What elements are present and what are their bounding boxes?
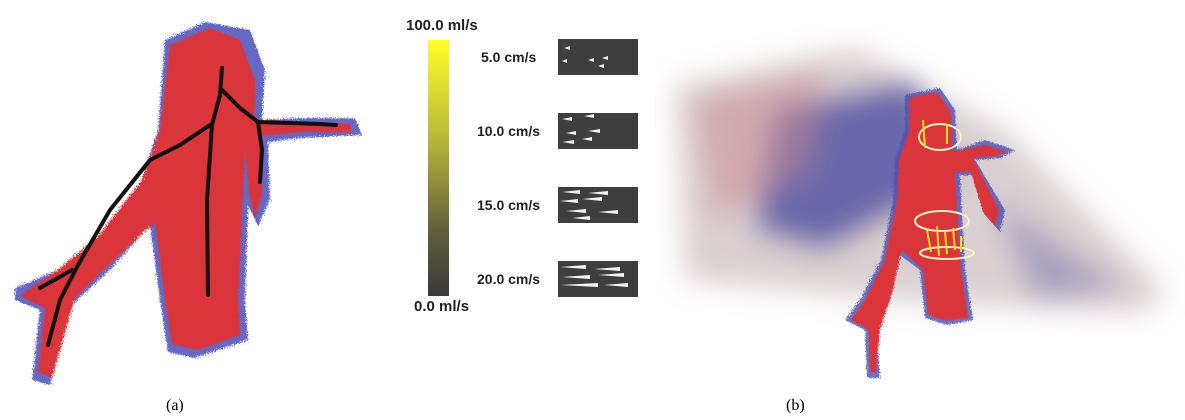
vessel-render-a bbox=[15, 22, 362, 385]
centerlines bbox=[38, 66, 338, 347]
speed-sample-20 bbox=[558, 261, 638, 297]
vessel-red-body bbox=[20, 28, 352, 378]
speed-sample-5 bbox=[558, 39, 638, 75]
flow-rate-colorbar bbox=[428, 40, 449, 296]
speed-label-15: 15.0 cm/s bbox=[477, 197, 541, 213]
colorbar-min-label: 0.0 ml/s bbox=[414, 298, 470, 315]
speed-sample-10 bbox=[558, 113, 638, 149]
speed-label-20: 20.0 cm/s bbox=[477, 271, 541, 287]
speed-label-10: 10.0 cm/s bbox=[477, 123, 541, 139]
colorbar-max-label: 100.0 ml/s bbox=[406, 17, 478, 34]
volume-render-b bbox=[675, 48, 1165, 378]
caption-a: (a) bbox=[166, 397, 184, 414]
vessel-b bbox=[845, 88, 1015, 378]
flow-probes bbox=[914, 119, 975, 260]
caption-b: (b) bbox=[786, 397, 805, 414]
speed-sample-15 bbox=[558, 187, 638, 223]
speed-label-5: 5.0 cm/s bbox=[481, 49, 537, 65]
